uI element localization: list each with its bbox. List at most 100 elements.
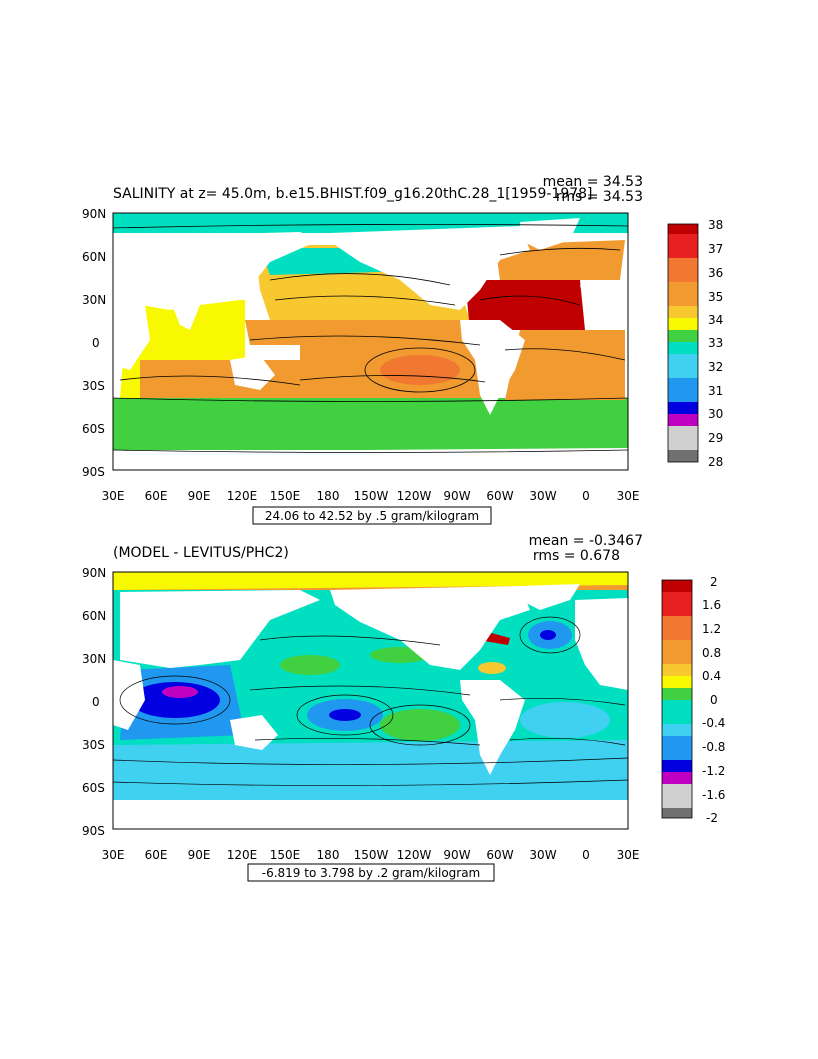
cb-swatch — [668, 426, 698, 450]
land-eurasia — [113, 232, 320, 310]
cb-swatch — [662, 616, 692, 640]
y-tick-label: 60N — [82, 609, 106, 623]
land-australia — [230, 715, 278, 750]
colorbar-label: 1.2 — [702, 622, 721, 636]
land-antarctica — [113, 800, 628, 829]
difference-map — [113, 572, 628, 829]
colorbar-label: 31 — [708, 384, 723, 398]
range-label: -6.819 to 3.798 by .2 gram/kilogram — [262, 866, 481, 880]
cb-swatch — [662, 736, 692, 760]
y-tick-label: 30S — [82, 379, 105, 393]
y-tick-label: 90S — [82, 824, 105, 838]
cb-swatch — [662, 724, 692, 736]
land-north-america — [330, 226, 530, 310]
x-tick-label: 120W — [397, 489, 432, 503]
x-axis: 30E 60E 90E 120E 150E 180 150W 120W 90W … — [102, 489, 640, 503]
pacific-green-1 — [380, 709, 460, 741]
colorbar-label: 36 — [708, 266, 723, 280]
cb-swatch — [662, 580, 692, 592]
panel-title: (MODEL - LEVITUS/PHC2) — [113, 545, 289, 561]
salinity-panel: SALINITY at z= 45.0m, b.e15.BHIST.f09_g1… — [82, 174, 723, 525]
north-atlantic — [465, 280, 585, 330]
x-tick-label: 150W — [354, 848, 389, 862]
x-axis: 30E 60E 90E 120E 150E 180 150W 120W 90W … — [102, 848, 640, 862]
cb-swatch — [662, 664, 692, 676]
range-label: 24.06 to 42.52 by .5 gram/kilogram — [265, 509, 479, 523]
cb-swatch — [668, 402, 698, 414]
land-india — [170, 300, 200, 330]
colorbar-frame — [667, 223, 699, 463]
land-south-america — [460, 680, 525, 775]
y-tick-label: 0 — [92, 336, 100, 350]
cb-swatch — [662, 808, 692, 818]
y-tick-label: 60S — [82, 422, 105, 436]
land-north-america — [330, 586, 530, 670]
y-tick-label: 90N — [82, 207, 106, 221]
x-tick-label: 60W — [486, 489, 513, 503]
colorbar-label: -0.4 — [702, 716, 725, 730]
x-tick-label: 120E — [227, 489, 258, 503]
x-tick-label: 180 — [317, 848, 340, 862]
range-label-box — [247, 863, 495, 882]
colorbar-label: 33 — [708, 336, 723, 350]
cb-swatch — [662, 676, 692, 688]
land-europe — [575, 598, 628, 690]
indian-south — [140, 360, 300, 398]
cb-swatch — [668, 378, 698, 402]
rms-label: rms = 34.53 — [556, 189, 643, 205]
land-antarctica — [113, 448, 628, 470]
salinity-map — [113, 213, 628, 470]
x-tick-label: 30E — [617, 848, 640, 862]
land-south-america — [460, 320, 525, 415]
colorbar-label: 29 — [708, 431, 723, 445]
south-pacific-max — [380, 355, 460, 385]
x-tick-label: 0 — [582, 848, 590, 862]
x-tick-label: 60E — [145, 848, 168, 862]
cb-swatch — [668, 450, 698, 462]
cb-swatch — [668, 318, 698, 330]
y-tick-label: 60S — [82, 781, 105, 795]
x-tick-label: 90W — [443, 848, 470, 862]
y-tick-label: 90S — [82, 465, 105, 479]
cb-swatch — [668, 306, 698, 318]
cb-swatch — [662, 760, 692, 772]
southern-ocean-band — [113, 398, 628, 450]
cb-swatch — [662, 592, 692, 616]
cb-swatch — [668, 282, 698, 306]
colorbar-label: -0.8 — [702, 740, 725, 754]
y-axis: 90N 60N 30N 0 30S 60S 90S — [82, 207, 106, 479]
y-tick-label: 30N — [82, 293, 106, 307]
x-tick-label: 30E — [102, 489, 125, 503]
colorbar-label: 0 — [710, 693, 718, 707]
x-tick-label: 30E — [617, 489, 640, 503]
x-tick-label: 120E — [227, 848, 258, 862]
x-tick-label: 90W — [443, 489, 470, 503]
arctic-yellow — [113, 572, 628, 590]
x-tick-label: 120W — [397, 848, 432, 862]
colorbar-label: 32 — [708, 360, 723, 374]
colorbar-frame — [661, 579, 693, 819]
colorbar-label: 0.4 — [702, 669, 721, 683]
cb-swatch — [662, 688, 692, 700]
colorbar-label: 38 — [708, 218, 723, 232]
y-tick-label: 90N — [82, 566, 106, 580]
y-tick-label: 60N — [82, 250, 106, 264]
colorbar-label: -1.6 — [702, 788, 725, 802]
colorbar-label: 35 — [708, 290, 723, 304]
rms-label: rms = 0.678 — [533, 548, 620, 564]
y-tick-label: 30S — [82, 738, 105, 752]
land-greenland — [520, 584, 580, 610]
colorbar-label: 37 — [708, 242, 723, 256]
x-tick-label: 30E — [102, 848, 125, 862]
mean-label: mean = 34.53 — [543, 174, 643, 190]
colorbar: 38 37 36 35 34 33 32 31 30 29 28 — [667, 218, 723, 469]
y-tick-label: 0 — [92, 695, 100, 709]
indian-magenta — [162, 686, 198, 698]
cb-swatch — [668, 330, 698, 342]
cb-swatch — [662, 784, 692, 808]
colorbar: 2 1.6 1.2 0.8 0.4 0 -0.4 -0.8 -1.2 -1.6 … — [661, 575, 725, 825]
land-eurasia — [120, 590, 320, 668]
difference-panel: (MODEL - LEVITUS/PHC2) mean = -0.3467 rm… — [82, 533, 725, 882]
x-tick-label: 90E — [188, 489, 211, 503]
x-tick-label: 30W — [529, 489, 556, 503]
